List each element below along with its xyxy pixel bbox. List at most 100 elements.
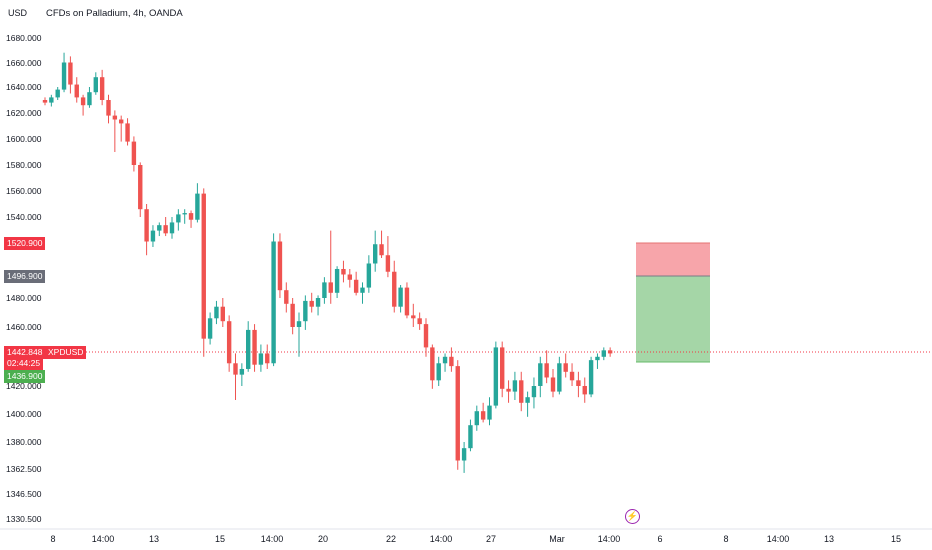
candle-body [42, 100, 48, 103]
candle [195, 183, 200, 223]
candle [493, 341, 499, 409]
candle-body [468, 425, 473, 449]
candle-body [176, 214, 181, 223]
position-zones[interactable] [636, 242, 710, 363]
price-tick-label: 1620.000 [6, 108, 42, 118]
stop-loss-price-badge: 1520.900 [4, 237, 46, 250]
symbol-badge: XPDUSD [45, 346, 87, 359]
candle-body [99, 77, 105, 100]
candle-body [252, 329, 257, 365]
candle-body [277, 241, 283, 291]
candle [322, 277, 327, 304]
candle-body [500, 347, 505, 389]
candle [93, 72, 98, 95]
candle [373, 230, 378, 272]
candle-body [461, 448, 467, 461]
time-tick-label: Mar [549, 534, 565, 544]
candle-body [417, 318, 422, 325]
candle-body [195, 193, 200, 220]
candle [157, 222, 162, 237]
candle [582, 377, 587, 403]
candle [576, 371, 581, 398]
bar-countdown-badge: 02:44:25 [4, 357, 44, 370]
candle-body [296, 321, 302, 327]
price-tick-label: 1400.000 [6, 409, 42, 419]
candle [474, 405, 479, 431]
candle-body [119, 119, 124, 124]
time-tick-label: 14:00 [429, 534, 453, 544]
candle [455, 360, 460, 470]
candle-body [411, 315, 416, 319]
candle-body [544, 363, 549, 378]
candle [144, 204, 149, 256]
candle [163, 217, 168, 237]
candle-body [49, 97, 54, 103]
candle-body [576, 380, 581, 386]
candle [487, 397, 492, 426]
candle [392, 260, 397, 313]
candle [119, 115, 124, 142]
candle [544, 350, 549, 384]
candle-body [430, 347, 435, 381]
candle [271, 233, 276, 367]
candle [411, 303, 416, 327]
candle-body [334, 268, 340, 293]
lightning-icon[interactable]: ⚡ [625, 509, 640, 524]
candle [538, 356, 543, 398]
candle [309, 292, 314, 313]
candle-body [328, 282, 333, 293]
take-profit-zone [636, 276, 710, 362]
candle [607, 347, 613, 357]
candle-body [150, 230, 156, 242]
time-tick-label: 8 [723, 534, 729, 544]
time-tick-label: 14:00 [91, 534, 115, 544]
candle-body [392, 271, 397, 307]
candle-body [80, 97, 86, 106]
price-tick-label: 1660.000 [6, 57, 42, 68]
candle-body [106, 100, 111, 116]
candle-body [474, 411, 479, 426]
price-tick-label: 1480.000 [6, 293, 42, 303]
time-tick-label: 13 [823, 534, 835, 544]
candle-body [449, 356, 454, 367]
candle [353, 271, 359, 296]
candle-body [138, 165, 143, 210]
candle [296, 312, 302, 357]
candle-body [271, 241, 276, 364]
candle [360, 282, 365, 304]
candle [233, 353, 238, 400]
candle-body [131, 141, 137, 165]
candle [442, 353, 448, 372]
candle-body [423, 324, 429, 348]
candle [207, 312, 213, 345]
candle [341, 260, 346, 283]
price-axis-unit: USD [8, 8, 28, 18]
candle [138, 162, 143, 217]
candle-body [233, 363, 238, 375]
candle [131, 136, 137, 172]
candle [239, 363, 245, 386]
candle [49, 94, 54, 107]
candle-body [480, 411, 486, 420]
candle [68, 56, 73, 94]
candle-body [563, 363, 568, 372]
candle [176, 209, 181, 231]
candle-body [353, 279, 359, 293]
candle [315, 295, 321, 316]
candle [563, 353, 568, 378]
candle [366, 255, 372, 293]
candle [468, 419, 473, 452]
candle [461, 442, 467, 473]
candle-body [525, 397, 530, 403]
candle-body [436, 363, 441, 381]
candle-body [201, 193, 206, 339]
candle [519, 371, 524, 412]
candle [601, 347, 606, 361]
candle-body [366, 263, 372, 288]
candle [480, 402, 486, 423]
candle-body [385, 255, 391, 272]
time-tick-label: 14:00 [260, 534, 284, 544]
candle-body [373, 244, 378, 264]
stop-loss-zone [636, 243, 710, 276]
